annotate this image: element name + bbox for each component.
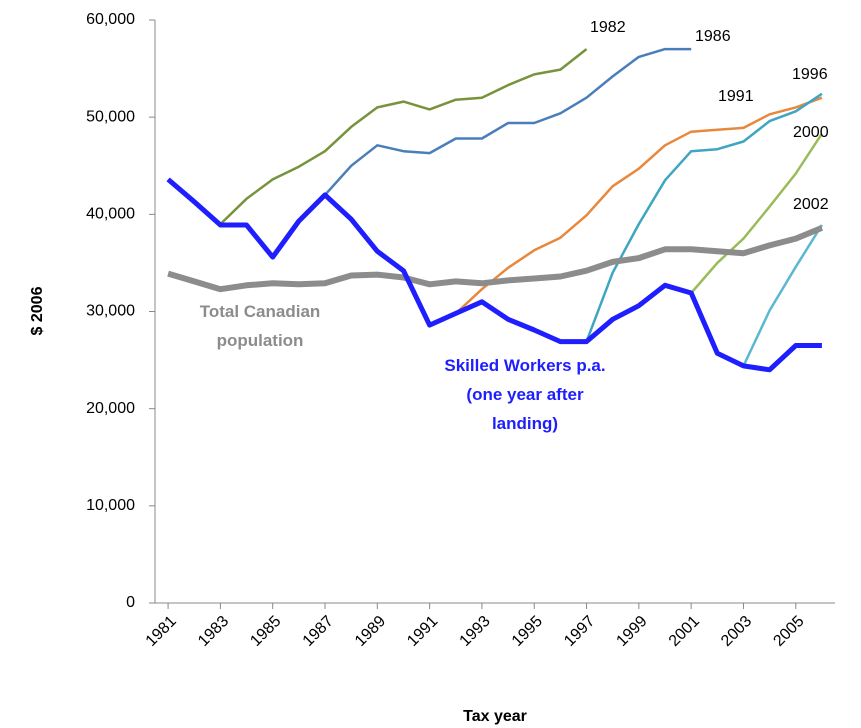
x-tick-label: 1991 xyxy=(404,613,441,650)
x-tick-label: 1989 xyxy=(352,613,389,650)
x-tick-label: 1993 xyxy=(457,613,494,650)
series-line xyxy=(585,92,823,343)
x-tick-label: 1997 xyxy=(561,613,598,650)
series-line xyxy=(167,225,824,293)
series-line xyxy=(690,133,823,294)
series-label: 2000 xyxy=(793,124,829,141)
x-tick-label: 1987 xyxy=(300,613,337,650)
series-line xyxy=(454,96,823,315)
y-axis-title: $ 2006 xyxy=(29,286,46,335)
y-tick-label: 0 xyxy=(126,594,135,611)
series-line xyxy=(324,47,692,196)
series-label: Total Canadian population xyxy=(199,302,321,350)
y-tick-label: 60,000 xyxy=(86,11,135,28)
x-tick-label: 1983 xyxy=(195,613,232,650)
x-axis-title: Tax year xyxy=(463,708,527,725)
series-label: 1986 xyxy=(695,28,731,45)
y-tick-label: 50,000 xyxy=(86,108,135,125)
y-tick-label: 40,000 xyxy=(86,206,135,223)
series-label: 2002 xyxy=(793,196,829,213)
y-tick-label: 20,000 xyxy=(86,400,135,417)
x-tick-label: 1999 xyxy=(613,613,650,650)
x-tick-label: 1981 xyxy=(143,613,180,650)
x-tick-label: 1985 xyxy=(247,613,284,650)
y-tick-label: 30,000 xyxy=(86,303,135,320)
series-line xyxy=(166,177,822,373)
series-label: 1996 xyxy=(792,66,828,83)
series-line xyxy=(219,48,588,225)
x-tick-label: 2005 xyxy=(770,613,807,650)
x-tick-label: 2003 xyxy=(718,613,755,650)
x-tick-label: 1995 xyxy=(509,613,546,650)
x-tick-label: 2001 xyxy=(666,613,703,650)
series-label: 1982 xyxy=(590,19,626,36)
y-tick-label: 10,000 xyxy=(86,497,135,514)
series-label: Skilled Workers p.a. (one year after lan… xyxy=(444,356,606,433)
series-label: 1991 xyxy=(718,88,754,105)
series-line xyxy=(742,224,823,367)
